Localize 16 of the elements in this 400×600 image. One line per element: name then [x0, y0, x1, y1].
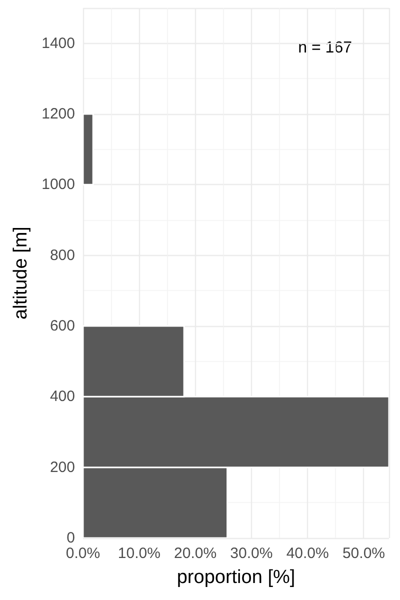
y-tick-label: 1200: [42, 106, 75, 122]
y-tick-label: 200: [50, 458, 75, 476]
y-tick-label: 800: [50, 246, 75, 264]
x-tick-label: 10.0%: [118, 545, 160, 562]
x-tick-label: 30.0%: [230, 545, 273, 562]
x-tick-label: 0.0%: [66, 545, 100, 562]
x-tick-label: 50.0%: [342, 545, 386, 562]
y-tick-label: 0: [66, 530, 75, 546]
x-axis-title: proportion [%]: [176, 567, 296, 588]
y-tick-label: 400: [50, 388, 75, 406]
y-axis-title: altitude [m]: [10, 226, 32, 320]
y-tick-label: 600: [50, 318, 75, 334]
x-tick-label: 40.0%: [286, 545, 329, 562]
y-tick-label: 1400: [42, 34, 75, 52]
x-tick-label: 20.0%: [174, 545, 217, 562]
y-tick-label: 1000: [42, 176, 75, 194]
